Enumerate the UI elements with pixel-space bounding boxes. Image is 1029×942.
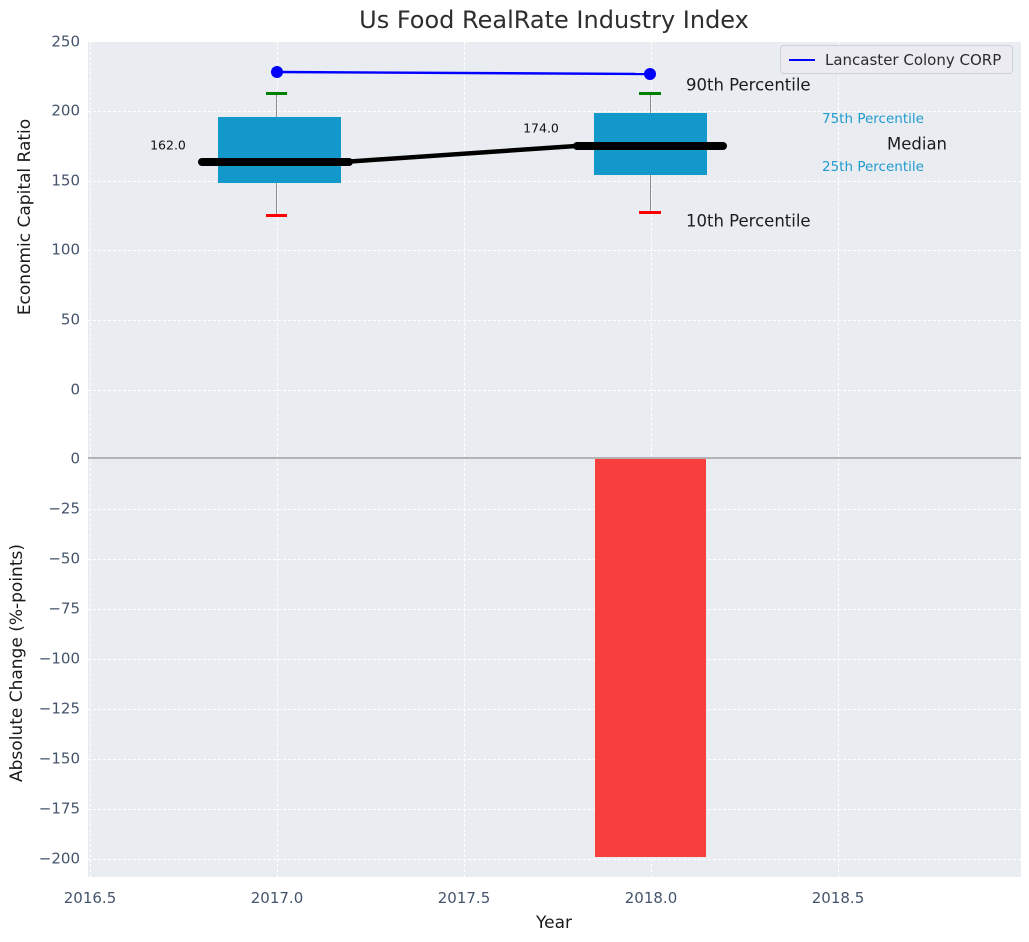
whisker-cap-10th-2017 xyxy=(266,214,287,217)
gridline-horizontal xyxy=(88,250,1021,251)
gridline-horizontal xyxy=(88,709,1021,710)
gridline-horizontal xyxy=(88,390,1021,391)
annotation-median: Median xyxy=(887,134,948,154)
gridline-horizontal xyxy=(88,859,1021,860)
gridline-horizontal xyxy=(88,809,1021,810)
y-axis-label-bottom: Absolute Change (%-points) xyxy=(7,544,27,782)
zero-baseline xyxy=(88,457,1021,459)
gridline-horizontal xyxy=(88,509,1021,510)
y-tick-label: −200 xyxy=(38,849,80,868)
annotation-10th-percentile: 10th Percentile xyxy=(686,211,811,231)
median-value-label-2017: 162.0 xyxy=(150,137,186,153)
gridline-horizontal xyxy=(88,659,1021,660)
y-axis-label-top: Economic Capital Ratio xyxy=(15,118,35,316)
gridline-horizontal xyxy=(88,759,1021,760)
whisker-cap-90th-2018 xyxy=(639,92,661,95)
x-tick-label: 2018.0 xyxy=(624,889,678,907)
median-marker-2018 xyxy=(573,142,727,150)
y-tick-label: −150 xyxy=(38,749,80,768)
y-tick-label: −125 xyxy=(38,699,80,718)
y-tick-label: 250 xyxy=(51,32,80,51)
gridline-vertical xyxy=(90,42,91,877)
y-tick-label: 50 xyxy=(60,310,80,329)
x-tick-label: 2017.0 xyxy=(250,889,304,907)
y-tick-label: 200 xyxy=(51,101,80,120)
y-tick-label: −50 xyxy=(48,549,80,568)
y-tick-label: 100 xyxy=(51,240,80,259)
y-tick-label: 150 xyxy=(51,171,80,190)
annotation-25th-percentile: 25th Percentile xyxy=(822,159,924,175)
annotation-75th-percentile: 75th Percentile xyxy=(822,111,924,127)
gridline-horizontal xyxy=(88,181,1021,182)
gridline-vertical xyxy=(464,42,465,877)
median-value-label-2018: 174.0 xyxy=(523,120,559,136)
legend-label: Lancaster Colony CORP xyxy=(825,50,1002,69)
gridline-horizontal xyxy=(88,609,1021,610)
gridline-vertical xyxy=(277,42,278,877)
x-axis-label: Year xyxy=(536,913,572,933)
annotation-90th-percentile: 90th Percentile xyxy=(686,75,811,95)
y-tick-label: −25 xyxy=(48,499,80,518)
box-2017 xyxy=(218,117,341,183)
legend: Lancaster Colony CORP xyxy=(780,45,1013,74)
median-marker-2017 xyxy=(198,158,353,166)
y-tick-label: −175 xyxy=(38,799,80,818)
gridline-horizontal xyxy=(88,320,1021,321)
y-tick-label: −75 xyxy=(48,599,80,618)
y-tick-label: 0 xyxy=(70,380,80,399)
change-bar-2018 xyxy=(595,459,706,857)
x-tick-label: 2017.5 xyxy=(437,889,491,907)
whisker-cap-10th-2018 xyxy=(639,211,661,214)
x-tick-label: 2018.5 xyxy=(811,889,865,907)
x-tick-label: 2016.5 xyxy=(63,889,117,907)
whisker-cap-90th-2017 xyxy=(266,92,287,95)
gridline-horizontal xyxy=(88,111,1021,112)
y-tick-label: 0 xyxy=(70,449,80,468)
gridline-vertical xyxy=(838,42,839,877)
legend-line-sample xyxy=(789,58,815,61)
chart-title: Us Food RealRate Industry Index xyxy=(359,6,749,34)
y-tick-label: −100 xyxy=(38,649,80,668)
gridline-horizontal xyxy=(88,559,1021,560)
